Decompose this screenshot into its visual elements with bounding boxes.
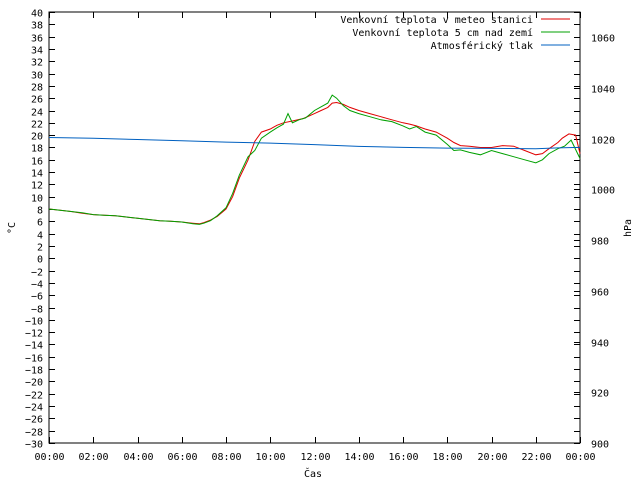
y-axis-left: −30−28−26−24−22−20−18−16−14−12−10−8−6−4−… <box>25 9 580 451</box>
legend-label: Atmosférický tlak <box>431 40 533 52</box>
y-left-tick-label: 26 <box>31 95 43 106</box>
y-left-tick-label: −6 <box>31 292 43 303</box>
y-left-tick-label: 34 <box>31 46 43 57</box>
x-tick-label: 12:00 <box>300 452 330 463</box>
y-right-tick-label: 1000 <box>591 186 615 197</box>
y-left-tick-label: 0 <box>37 255 43 266</box>
legend: Venkovní teplota v meteo staniciVenkovní… <box>340 14 570 52</box>
y-left-tick-label: 32 <box>31 58 43 69</box>
y-left-tick-label: −2 <box>31 268 43 279</box>
y-left-tick-label: 30 <box>31 71 43 82</box>
legend-label: Venkovní teplota 5 cm nad zemí <box>352 27 533 39</box>
y-left-tick-label: −18 <box>25 366 43 377</box>
y-axis-right-label: hPa <box>623 219 634 237</box>
y-left-tick-label: −20 <box>25 378 43 389</box>
y-right-tick-label: 960 <box>591 288 609 299</box>
y-left-tick-label: 8 <box>37 206 43 217</box>
y-right-tick-label: 920 <box>591 389 609 400</box>
y-left-tick-label: 10 <box>31 194 43 205</box>
series-line-3 <box>48 137 581 150</box>
series-line-2 <box>48 94 581 225</box>
y-left-tick-label: −26 <box>25 415 43 426</box>
y-right-tick-label: 1060 <box>591 34 615 45</box>
x-tick-label: 00:00 <box>34 452 64 463</box>
x-tick-label: 18:00 <box>432 452 462 463</box>
y-left-tick-label: 18 <box>31 144 43 155</box>
y-left-tick-label: 2 <box>37 243 43 254</box>
x-tick-label: 16:00 <box>388 452 418 463</box>
plot-area <box>48 11 581 444</box>
x-tick-label: 00:00 <box>565 452 595 463</box>
y-left-tick-label: −10 <box>25 317 43 328</box>
x-tick-label: 22:00 <box>521 452 551 463</box>
y-left-tick-label: 14 <box>31 169 43 180</box>
x-axis-label: Čas <box>304 467 322 480</box>
y-left-tick-label: 28 <box>31 83 43 94</box>
y-right-tick-label: 900 <box>591 440 609 451</box>
y-left-tick-label: 6 <box>37 218 43 229</box>
y-left-tick-label: 24 <box>31 108 43 119</box>
y-left-tick-label: 20 <box>31 132 43 143</box>
y-right-tick-label: 1020 <box>591 136 615 147</box>
y-left-tick-label: −12 <box>25 329 43 340</box>
y-right-tick-label: 980 <box>591 237 609 248</box>
x-tick-label: 08:00 <box>211 452 241 463</box>
y-axis-left-label: °C <box>7 222 18 234</box>
y-left-tick-label: 4 <box>37 231 43 242</box>
plot-border <box>48 11 581 444</box>
x-tick-label: 04:00 <box>123 452 153 463</box>
x-tick-label: 02:00 <box>78 452 108 463</box>
y-left-tick-label: 12 <box>31 181 43 192</box>
y-left-tick-label: 22 <box>31 120 43 131</box>
y-left-tick-label: −16 <box>25 354 43 365</box>
y-left-tick-label: −14 <box>25 341 43 352</box>
x-tick-label: 06:00 <box>167 452 197 463</box>
y-left-tick-label: −30 <box>25 440 43 451</box>
x-tick-label: 14:00 <box>344 452 374 463</box>
y-left-tick-label: −22 <box>25 391 43 402</box>
legend-label: Venkovní teplota v meteo stanici <box>340 14 533 26</box>
y-left-tick-label: 16 <box>31 157 43 168</box>
x-tick-label: 10:00 <box>255 452 285 463</box>
series-line-1 <box>48 101 581 225</box>
y-axis-right: 900 920 940 960 980 1000 1020 1040 1060 <box>574 34 615 451</box>
series-layer <box>48 94 581 225</box>
y-left-tick-label: −28 <box>25 428 43 439</box>
y-right-tick-label: 1040 <box>591 85 615 96</box>
y-right-tick-label: 940 <box>591 339 609 350</box>
y-left-tick-label: −24 <box>25 403 43 414</box>
y-left-tick-label: 38 <box>31 21 43 32</box>
x-axis: 00:00 02:00 04:00 06:00 08:00 10:00 12:00 14:00… <box>34 12 596 463</box>
y-left-tick-label: 36 <box>31 34 43 45</box>
y-left-tick-label: 40 <box>31 9 43 20</box>
x-tick-label: 20:00 <box>477 452 507 463</box>
y-left-tick-label: −4 <box>31 280 43 291</box>
y-left-tick-label: −8 <box>31 305 43 316</box>
